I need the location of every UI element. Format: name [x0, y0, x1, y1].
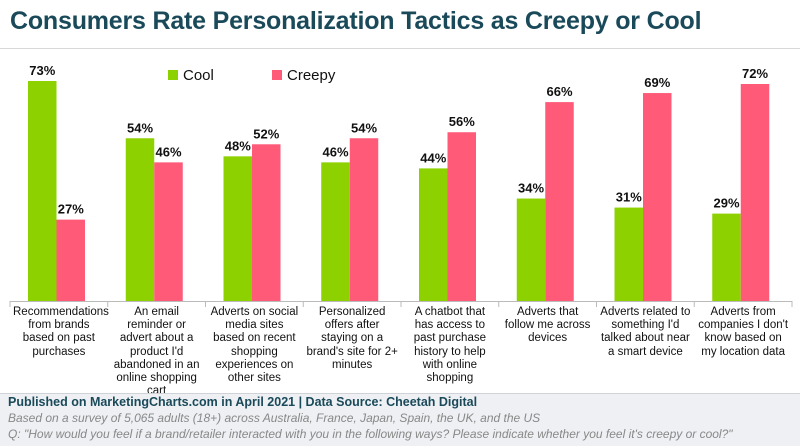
bar-creepy-1	[56, 219, 85, 301]
legend-label-creepy: Creepy	[287, 67, 336, 84]
legend-label-cool: Cool	[183, 67, 214, 84]
category-label-6: Adverts that follow me across devices	[504, 306, 591, 345]
value-label-creepy-2: 46%	[155, 144, 181, 159]
value-label-creepy-4: 54%	[351, 120, 377, 135]
category-label-5: A chatbot that has access to past purcha…	[413, 306, 486, 385]
bar-creepy-4	[349, 138, 379, 301]
value-label-cool-1: 73%	[29, 63, 55, 78]
value-label-creepy-3: 52%	[253, 126, 279, 141]
category-label-2: An email reminder or advert about a prod…	[113, 306, 200, 398]
bar-cool-7	[614, 207, 643, 301]
bar-creepy-8	[740, 84, 770, 301]
value-label-creepy-7: 69%	[644, 75, 670, 90]
value-label-cool-6: 34%	[518, 181, 544, 196]
value-label-creepy-5: 56%	[449, 114, 475, 129]
bar-cool-5	[419, 168, 448, 301]
title-divider	[0, 48, 800, 49]
value-label-creepy-1: 27%	[58, 202, 84, 217]
value-label-creepy-8: 72%	[742, 66, 768, 81]
value-label-cool-2: 54%	[127, 120, 153, 135]
legend-swatch-creepy	[272, 70, 282, 80]
bar-cool-1	[28, 81, 57, 301]
value-label-cool-5: 44%	[420, 150, 446, 165]
value-label-creepy-6: 66%	[546, 84, 572, 99]
bar-cool-4	[321, 162, 350, 301]
value-label-cool-3: 48%	[225, 138, 251, 153]
chart-title: Consumers Rate Personalization Tactics a…	[10, 7, 702, 35]
bar-cool-8	[712, 213, 741, 301]
bar-creepy-6	[545, 102, 574, 302]
bar-cool-2	[125, 138, 155, 301]
category-label-7: Adverts related to something I'd talked …	[600, 306, 691, 358]
category-label-1: Recommendations from brands based on pas…	[13, 306, 109, 358]
value-label-cool-8: 29%	[713, 196, 739, 211]
bar-chart: 73%27%54%46% 48%52%46%54%44%56%34%66%31%6…	[9, 63, 793, 307]
survey-note: Based on a survey of 5,065 adults (18+) …	[8, 411, 541, 425]
category-label-3: Adverts on social media sites based on r…	[210, 306, 299, 385]
footer	[0, 393, 800, 446]
survey-question: Q: "How would you feel if a brand/retail…	[8, 427, 733, 441]
bar-cool-3	[223, 156, 252, 301]
category-label-4: Personalized offers after staying on a b…	[306, 306, 398, 371]
bar-creepy-3	[252, 144, 281, 301]
bar-creepy-7	[643, 93, 672, 301]
bar-cool-6	[516, 198, 546, 301]
bar-creepy-5	[447, 132, 476, 301]
published-source: Published on MarketingCharts.com in Apri…	[8, 395, 478, 409]
value-label-cool-7: 31%	[616, 190, 642, 205]
legend-swatch-cool	[168, 70, 178, 80]
value-label-cool-4: 46%	[322, 144, 348, 159]
category-label-8: Adverts from companies I don't know base…	[698, 306, 789, 358]
bar-creepy-2	[154, 162, 183, 301]
